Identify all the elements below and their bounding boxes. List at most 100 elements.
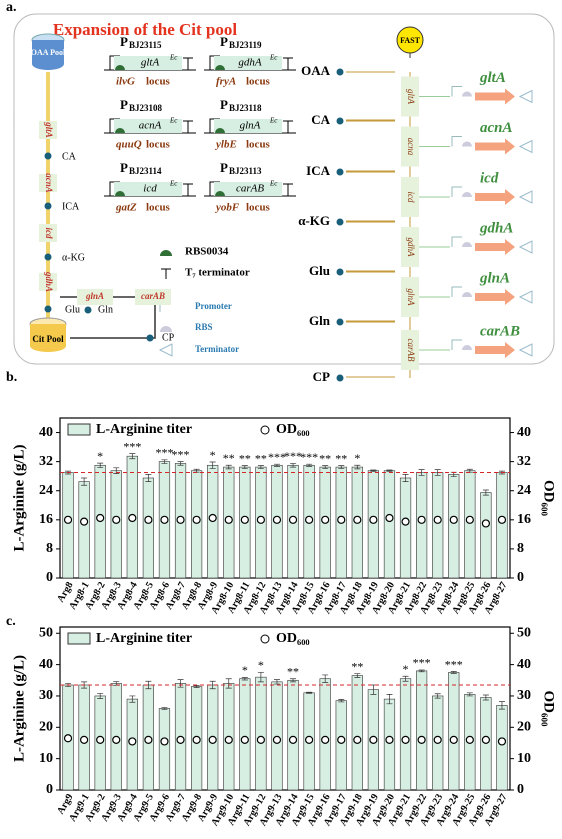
- error-bar: [241, 677, 248, 681]
- od-point: [80, 517, 89, 526]
- od-point: [96, 735, 105, 744]
- error-bar: [402, 474, 409, 482]
- charts: b. 0 8 16 24 32 40 0 8 16 24 32 40 L-Arginine (g/L) OD…: [6, 370, 557, 828]
- error-bar: [306, 463, 313, 467]
- gene: acnA: [139, 120, 162, 132]
- y2-tick-label: 0: [517, 782, 524, 797]
- od-point: [160, 515, 169, 524]
- legend-label: T₇ terminator: [185, 267, 250, 279]
- error-bar: [129, 695, 136, 703]
- od-point: [80, 735, 89, 744]
- gene-label: gdhA: [479, 220, 513, 236]
- metabolite-dot: [336, 318, 344, 326]
- error-bar: [225, 678, 232, 689]
- significance: **: [223, 451, 235, 465]
- error-bar: [209, 680, 216, 690]
- enzyme-box: [39, 174, 57, 192]
- od-point: [176, 735, 185, 744]
- od-point: [465, 735, 474, 744]
- od-point: [144, 735, 153, 744]
- terminator: [283, 120, 293, 133]
- metabolite-dot: [146, 334, 154, 342]
- promoter-icon: [451, 136, 462, 147]
- gene-box: [214, 182, 282, 196]
- significance: ***: [413, 656, 431, 670]
- od-point: [96, 513, 105, 523]
- od-point: [192, 515, 201, 524]
- legend-label: L-Arginine titer: [96, 422, 192, 437]
- gene: icd: [143, 183, 157, 195]
- enzyme-box: [401, 277, 419, 317]
- y2-tick-label: 20: [517, 720, 531, 735]
- promoter-letter: P: [120, 34, 128, 49]
- enzyme-label: carAB: [141, 291, 165, 301]
- enzyme-box: [77, 289, 113, 305]
- metabolite-label: CA: [62, 151, 77, 162]
- enzyme-label: glnA: [406, 289, 416, 307]
- sensor-label: FAST: [400, 36, 421, 45]
- y-tick-label: 8: [46, 541, 53, 556]
- y2-tick-label: 10: [517, 751, 531, 766]
- bar: [239, 678, 251, 791]
- metabolite-dot: [44, 202, 52, 210]
- od-point: [353, 735, 362, 744]
- enzyme-box: [401, 126, 419, 167]
- bar: [416, 670, 428, 791]
- locus: ylbE: [214, 139, 237, 151]
- bar: [110, 470, 122, 579]
- error-bar: [498, 701, 505, 710]
- od-point: [337, 735, 346, 744]
- flux-arrow: [346, 71, 395, 121]
- locus-word: locus: [246, 76, 271, 88]
- pool-label: OAA Pool: [31, 48, 66, 57]
- error-bar: [209, 461, 216, 469]
- significance: ***: [172, 447, 190, 461]
- gene: carAB: [236, 183, 264, 195]
- significance: *: [258, 658, 264, 672]
- rbs-icon: [160, 326, 172, 332]
- locus: yobF: [214, 202, 240, 214]
- legend-marker: [260, 425, 270, 435]
- error-bar: [482, 694, 489, 701]
- metabolite-label: α-KG: [298, 213, 330, 228]
- rbs-icon: [462, 141, 472, 147]
- promoter-icon: [451, 186, 462, 197]
- flux-arrow: [346, 221, 395, 272]
- rbs-icon: [462, 192, 472, 197]
- metabolite-label: Gln: [309, 313, 331, 328]
- locus: gatZ: [115, 202, 137, 214]
- metabolite-label: Glu: [65, 304, 80, 315]
- od-point: [208, 735, 217, 744]
- od-point: [433, 735, 442, 744]
- y2-tick-label: 40: [517, 425, 531, 440]
- terminator-icon: [161, 268, 171, 279]
- od-point: [321, 515, 330, 524]
- bar: [335, 700, 347, 791]
- rbs: [115, 191, 125, 196]
- significance: **: [255, 451, 267, 465]
- bar: [351, 675, 363, 791]
- rbs: [115, 128, 125, 133]
- significance: *: [354, 451, 360, 465]
- gene-box: [114, 182, 182, 196]
- od-point: [112, 735, 121, 744]
- error-bar: [257, 672, 264, 683]
- enzyme-box: [401, 76, 419, 117]
- metabolite-dot: [336, 117, 344, 125]
- error-bar: [466, 692, 473, 697]
- error-bar: [370, 469, 377, 472]
- gene-sup: Ec: [269, 117, 278, 125]
- locus-word: locus: [146, 139, 171, 151]
- error-bar: [434, 469, 441, 476]
- bar: [464, 470, 476, 579]
- metabolite-label: ICA: [62, 201, 80, 212]
- rbs: [215, 65, 225, 70]
- metabolite-label: CA: [311, 112, 330, 127]
- error-bar: [482, 489, 489, 496]
- pool-body: [30, 324, 66, 346]
- gene-arrow: [475, 88, 515, 105]
- od-point: [112, 515, 121, 524]
- error-bar: [386, 694, 393, 705]
- y-tick-label: 0: [46, 782, 53, 797]
- od-point: [208, 513, 217, 523]
